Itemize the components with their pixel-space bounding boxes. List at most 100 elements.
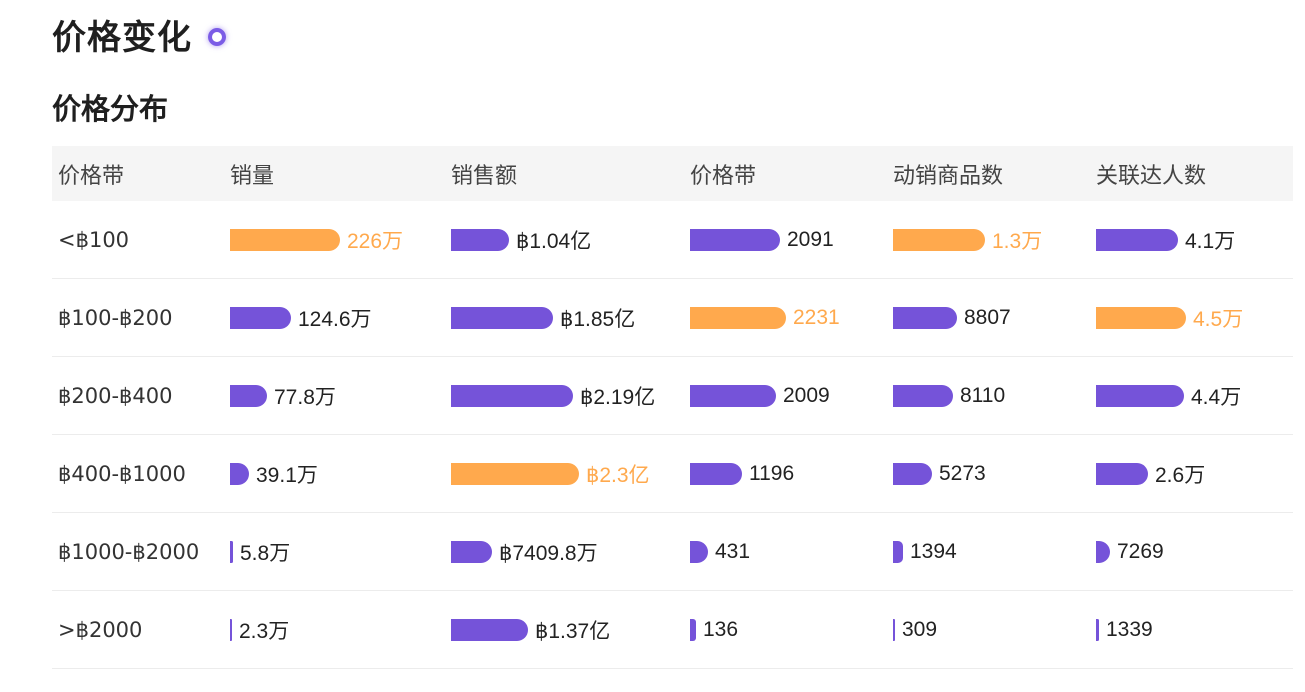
sales-volume-bar	[230, 306, 291, 329]
linked-creators-cell: 4.1万	[1090, 225, 1293, 255]
sales-volume-value: 5.8万	[240, 541, 291, 565]
sales-amount-cell: ฿2.19亿	[445, 381, 684, 411]
linked-creators-value: 4.1万	[1185, 229, 1236, 253]
linked-creators-cell: 2.6万	[1090, 459, 1293, 489]
sales-amount-value: ฿2.19亿	[580, 385, 656, 409]
price-distribution-table: 价格带 销量 销售额 价格带 动销商品数 关联达人数 <฿100 226万 ฿1.0…	[52, 146, 1293, 669]
price-band-value-cell: 2231	[684, 306, 887, 330]
price-band-value-bar	[690, 228, 780, 251]
sales-volume-cell: 124.6万	[224, 303, 445, 333]
price-range-label: ฿200-฿400	[58, 383, 173, 408]
sales-amount-bar	[451, 306, 553, 329]
price-band-value-bar	[690, 618, 696, 641]
sales-amount-value: ฿1.04亿	[516, 229, 592, 253]
active-products-cell: 309	[887, 618, 1090, 642]
price-range-cell: ฿100-฿200	[52, 306, 224, 330]
page-title: 价格变化	[52, 10, 226, 59]
linked-creators-bar	[1096, 540, 1110, 563]
linked-creators-bar	[1096, 228, 1178, 251]
sales-amount-bar	[451, 540, 492, 563]
page-title-text: 价格变化	[52, 18, 192, 58]
active-products-bar	[893, 228, 985, 251]
table-row[interactable]: ฿200-฿400 77.8万 ฿2.19亿 2009 8110 4.4万	[52, 357, 1293, 435]
sales-volume-cell: 2.3万	[224, 615, 445, 645]
linked-creators-value: 7269	[1117, 539, 1164, 563]
sales-amount-cell: ฿2.3亿	[445, 459, 684, 489]
table-row[interactable]: <฿100 226万 ฿1.04亿 2091 1.3万 4.1万	[52, 201, 1293, 279]
price-range-label: ฿1000-฿2000	[58, 539, 200, 564]
sales-amount-value: ฿7409.8万	[499, 541, 598, 565]
active-products-cell: 5273	[887, 462, 1090, 486]
column-header-price-band-2[interactable]: 价格带	[690, 163, 757, 189]
price-range-cell: >฿2000	[52, 618, 224, 642]
sales-volume-value: 2.3万	[239, 619, 290, 643]
price-band-value-cell: 136	[684, 618, 887, 642]
sales-volume-value: 77.8万	[274, 385, 336, 409]
sales-amount-value: ฿2.3亿	[586, 463, 650, 487]
price-band-value-value: 2231	[793, 305, 840, 329]
price-band-value-value: 2091	[787, 227, 834, 251]
column-header-sales-amount[interactable]: 销售额	[451, 163, 518, 189]
sales-volume-bar	[230, 540, 233, 563]
table-row[interactable]: >฿2000 2.3万 ฿1.37亿 136 309 1339	[52, 591, 1293, 669]
active-products-value: 8807	[964, 305, 1011, 329]
price-band-value-cell: 2091	[684, 228, 887, 252]
active-products-value: 8110	[960, 383, 1006, 407]
status-dot-icon	[208, 27, 226, 46]
price-band-value-value: 431	[715, 539, 751, 563]
sales-amount-bar	[451, 228, 509, 251]
price-band-value-cell: 1196	[684, 462, 887, 486]
sales-amount-value: ฿1.37亿	[535, 619, 611, 643]
column-header-sales-volume[interactable]: 销量	[230, 163, 275, 189]
linked-creators-cell: 4.5万	[1090, 303, 1293, 333]
active-products-cell: 8110	[887, 384, 1090, 408]
sales-volume-cell: 39.1万	[224, 459, 445, 489]
linked-creators-value: 1339	[1106, 617, 1153, 641]
linked-creators-bar	[1096, 618, 1099, 641]
active-products-bar	[893, 306, 957, 329]
linked-creators-value: 4.4万	[1191, 385, 1242, 409]
sales-amount-value: ฿1.85亿	[560, 307, 636, 331]
table-body: <฿100 226万 ฿1.04亿 2091 1.3万 4.1万 ฿100-฿200 124.…	[52, 201, 1293, 669]
sales-volume-cell: 226万	[224, 225, 445, 255]
price-range-label: ฿100-฿200	[58, 305, 173, 330]
linked-creators-cell: 7269	[1090, 540, 1293, 564]
sales-amount-cell: ฿1.37亿	[445, 615, 684, 645]
price-band-value-bar	[690, 306, 786, 329]
table-row[interactable]: ฿400-฿1000 39.1万 ฿2.3亿 1196 5273 2.6万	[52, 435, 1293, 513]
linked-creators-bar	[1096, 306, 1186, 329]
linked-creators-bar	[1096, 462, 1148, 485]
column-header-active-products[interactable]: 动销商品数	[893, 163, 1004, 189]
sales-amount-cell: ฿1.04亿	[445, 225, 684, 255]
active-products-value: 309	[902, 617, 938, 641]
active-products-cell: 1394	[887, 540, 1090, 564]
table-row[interactable]: ฿1000-฿2000 5.8万 ฿7409.8万 431 1394 7269	[52, 513, 1293, 591]
sales-volume-bar	[230, 618, 232, 641]
price-band-value-value: 1196	[749, 461, 795, 485]
sales-amount-cell: ฿7409.8万	[445, 537, 684, 567]
sales-amount-bar	[451, 384, 573, 407]
sales-amount-cell: ฿1.85亿	[445, 303, 684, 333]
active-products-bar	[893, 462, 932, 485]
table-row[interactable]: ฿100-฿200 124.6万 ฿1.85亿 2231 8807 4.5万	[52, 279, 1293, 357]
sales-volume-cell: 5.8万	[224, 537, 445, 567]
price-band-value-bar	[690, 462, 742, 485]
price-range-cell: <฿100	[52, 228, 224, 252]
sales-volume-bar	[230, 384, 267, 407]
sales-volume-value: 226万	[347, 229, 404, 253]
active-products-value: 1394	[910, 539, 957, 563]
price-range-cell: ฿400-฿1000	[52, 462, 224, 486]
section-title: 价格分布	[52, 92, 169, 126]
price-band-value-cell: 431	[684, 540, 887, 564]
active-products-bar	[893, 540, 903, 563]
column-header-linked-creators[interactable]: 关联达人数	[1096, 163, 1207, 189]
table-header: 价格带 销量 销售额 价格带 动销商品数 关联达人数	[52, 146, 1293, 201]
linked-creators-cell: 4.4万	[1090, 381, 1293, 411]
active-products-bar	[893, 384, 953, 407]
active-products-value: 1.3万	[992, 229, 1043, 253]
price-band-value-value: 136	[703, 617, 739, 641]
price-band-value-bar	[690, 540, 708, 563]
column-header-price-band[interactable]: 价格带	[58, 163, 125, 189]
sales-volume-value: 39.1万	[256, 463, 318, 487]
sales-volume-bar	[230, 228, 340, 251]
